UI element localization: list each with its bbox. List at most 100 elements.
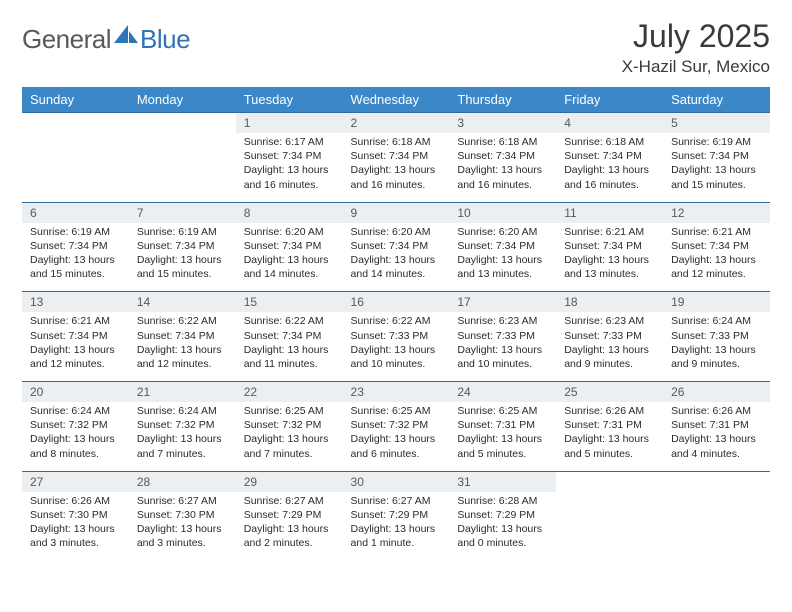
- sunrise-line: Sunrise: 6:21 AM: [671, 225, 762, 239]
- sunset-line: Sunset: 7:34 PM: [671, 149, 762, 163]
- sunrise-line: Sunrise: 6:24 AM: [671, 314, 762, 328]
- day-detail-cell: Sunrise: 6:18 AMSunset: 7:34 PMDaylight:…: [343, 133, 450, 202]
- sunset-line: Sunset: 7:31 PM: [564, 418, 655, 432]
- day-number-cell: 18: [556, 292, 663, 313]
- sunset-line: Sunset: 7:34 PM: [137, 329, 228, 343]
- sunrise-line: Sunrise: 6:18 AM: [351, 135, 442, 149]
- sunrise-line: Sunrise: 6:17 AM: [244, 135, 335, 149]
- logo: General Blue: [22, 24, 190, 55]
- day-detail-cell: Sunrise: 6:27 AMSunset: 7:30 PMDaylight:…: [129, 492, 236, 561]
- location: X-Hazil Sur, Mexico: [622, 57, 770, 77]
- day-number-cell: 2: [343, 113, 450, 134]
- sunset-line: Sunset: 7:29 PM: [244, 508, 335, 522]
- day-number-row: 13141516171819: [22, 292, 770, 313]
- day-number-cell: 4: [556, 113, 663, 134]
- daylight-line: Daylight: 13 hours and 5 minutes.: [457, 432, 548, 460]
- title-block: July 2025 X-Hazil Sur, Mexico: [622, 18, 770, 77]
- day-number-row: 6789101112: [22, 202, 770, 223]
- day-detail-cell: Sunrise: 6:17 AMSunset: 7:34 PMDaylight:…: [236, 133, 343, 202]
- day-detail-cell: Sunrise: 6:25 AMSunset: 7:31 PMDaylight:…: [449, 402, 556, 471]
- sunset-line: Sunset: 7:33 PM: [671, 329, 762, 343]
- daylight-line: Daylight: 13 hours and 14 minutes.: [351, 253, 442, 281]
- day-number-cell: 13: [22, 292, 129, 313]
- sunset-line: Sunset: 7:34 PM: [457, 149, 548, 163]
- sunrise-line: Sunrise: 6:25 AM: [351, 404, 442, 418]
- daylight-line: Daylight: 13 hours and 15 minutes.: [30, 253, 121, 281]
- sunrise-line: Sunrise: 6:23 AM: [564, 314, 655, 328]
- day-number-cell: [129, 113, 236, 134]
- day-detail-cell: Sunrise: 6:21 AMSunset: 7:34 PMDaylight:…: [556, 223, 663, 292]
- day-detail-cell: [129, 133, 236, 202]
- sunrise-line: Sunrise: 6:21 AM: [30, 314, 121, 328]
- daylight-line: Daylight: 13 hours and 14 minutes.: [244, 253, 335, 281]
- day-detail-cell: Sunrise: 6:20 AMSunset: 7:34 PMDaylight:…: [236, 223, 343, 292]
- day-detail-cell: Sunrise: 6:27 AMSunset: 7:29 PMDaylight:…: [343, 492, 450, 561]
- month-title: July 2025: [622, 18, 770, 55]
- sunset-line: Sunset: 7:30 PM: [30, 508, 121, 522]
- sunset-line: Sunset: 7:32 PM: [351, 418, 442, 432]
- day-number-cell: [22, 113, 129, 134]
- sunrise-line: Sunrise: 6:27 AM: [244, 494, 335, 508]
- sunrise-line: Sunrise: 6:22 AM: [244, 314, 335, 328]
- day-number-row: 20212223242526: [22, 382, 770, 403]
- day-number-cell: 27: [22, 471, 129, 492]
- sunset-line: Sunset: 7:34 PM: [244, 149, 335, 163]
- day-number-cell: 20: [22, 382, 129, 403]
- sunset-line: Sunset: 7:31 PM: [671, 418, 762, 432]
- daylight-line: Daylight: 13 hours and 7 minutes.: [244, 432, 335, 460]
- day-detail-cell: Sunrise: 6:24 AMSunset: 7:32 PMDaylight:…: [22, 402, 129, 471]
- sunrise-line: Sunrise: 6:19 AM: [30, 225, 121, 239]
- day-number-row: 12345: [22, 113, 770, 134]
- day-number-cell: 8: [236, 202, 343, 223]
- day-detail-row: Sunrise: 6:17 AMSunset: 7:34 PMDaylight:…: [22, 133, 770, 202]
- sunrise-line: Sunrise: 6:18 AM: [457, 135, 548, 149]
- day-detail-cell: Sunrise: 6:26 AMSunset: 7:30 PMDaylight:…: [22, 492, 129, 561]
- sunset-line: Sunset: 7:34 PM: [30, 329, 121, 343]
- day-number-cell: 25: [556, 382, 663, 403]
- day-detail-cell: [22, 133, 129, 202]
- daylight-line: Daylight: 13 hours and 0 minutes.: [457, 522, 548, 550]
- day-header: Monday: [129, 87, 236, 113]
- daylight-line: Daylight: 13 hours and 10 minutes.: [351, 343, 442, 371]
- day-number-cell: 15: [236, 292, 343, 313]
- sunset-line: Sunset: 7:34 PM: [671, 239, 762, 253]
- sunset-line: Sunset: 7:33 PM: [351, 329, 442, 343]
- day-number-cell: 23: [343, 382, 450, 403]
- daylight-line: Daylight: 13 hours and 2 minutes.: [244, 522, 335, 550]
- daylight-line: Daylight: 13 hours and 1 minute.: [351, 522, 442, 550]
- day-header: Tuesday: [236, 87, 343, 113]
- day-number-cell: 6: [22, 202, 129, 223]
- day-header: Saturday: [663, 87, 770, 113]
- day-detail-row: Sunrise: 6:26 AMSunset: 7:30 PMDaylight:…: [22, 492, 770, 561]
- daylight-line: Daylight: 13 hours and 16 minutes.: [564, 163, 655, 191]
- sunrise-line: Sunrise: 6:24 AM: [137, 404, 228, 418]
- logo-sail-icon: [114, 25, 138, 43]
- day-detail-cell: Sunrise: 6:23 AMSunset: 7:33 PMDaylight:…: [449, 312, 556, 381]
- sunrise-line: Sunrise: 6:20 AM: [351, 225, 442, 239]
- sunrise-line: Sunrise: 6:21 AM: [564, 225, 655, 239]
- day-detail-cell: Sunrise: 6:21 AMSunset: 7:34 PMDaylight:…: [663, 223, 770, 292]
- day-number-cell: 24: [449, 382, 556, 403]
- sunset-line: Sunset: 7:34 PM: [351, 149, 442, 163]
- sunset-line: Sunset: 7:29 PM: [351, 508, 442, 522]
- day-detail-cell: [663, 492, 770, 561]
- sunrise-line: Sunrise: 6:25 AM: [457, 404, 548, 418]
- day-number-cell: 12: [663, 202, 770, 223]
- sunrise-line: Sunrise: 6:19 AM: [671, 135, 762, 149]
- day-detail-cell: Sunrise: 6:18 AMSunset: 7:34 PMDaylight:…: [449, 133, 556, 202]
- daylight-line: Daylight: 13 hours and 12 minutes.: [671, 253, 762, 281]
- day-detail-cell: Sunrise: 6:19 AMSunset: 7:34 PMDaylight:…: [129, 223, 236, 292]
- sunset-line: Sunset: 7:30 PM: [137, 508, 228, 522]
- day-detail-row: Sunrise: 6:21 AMSunset: 7:34 PMDaylight:…: [22, 312, 770, 381]
- daylight-line: Daylight: 13 hours and 15 minutes.: [137, 253, 228, 281]
- sunrise-line: Sunrise: 6:26 AM: [564, 404, 655, 418]
- day-number-cell: 5: [663, 113, 770, 134]
- daylight-line: Daylight: 13 hours and 6 minutes.: [351, 432, 442, 460]
- sunset-line: Sunset: 7:34 PM: [244, 239, 335, 253]
- daylight-line: Daylight: 13 hours and 3 minutes.: [137, 522, 228, 550]
- daylight-line: Daylight: 13 hours and 15 minutes.: [671, 163, 762, 191]
- daylight-line: Daylight: 13 hours and 4 minutes.: [671, 432, 762, 460]
- sunrise-line: Sunrise: 6:22 AM: [351, 314, 442, 328]
- sunset-line: Sunset: 7:31 PM: [457, 418, 548, 432]
- day-detail-cell: Sunrise: 6:19 AMSunset: 7:34 PMDaylight:…: [22, 223, 129, 292]
